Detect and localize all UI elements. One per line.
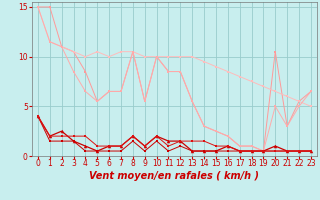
X-axis label: Vent moyen/en rafales ( km/h ): Vent moyen/en rafales ( km/h ): [89, 171, 260, 181]
